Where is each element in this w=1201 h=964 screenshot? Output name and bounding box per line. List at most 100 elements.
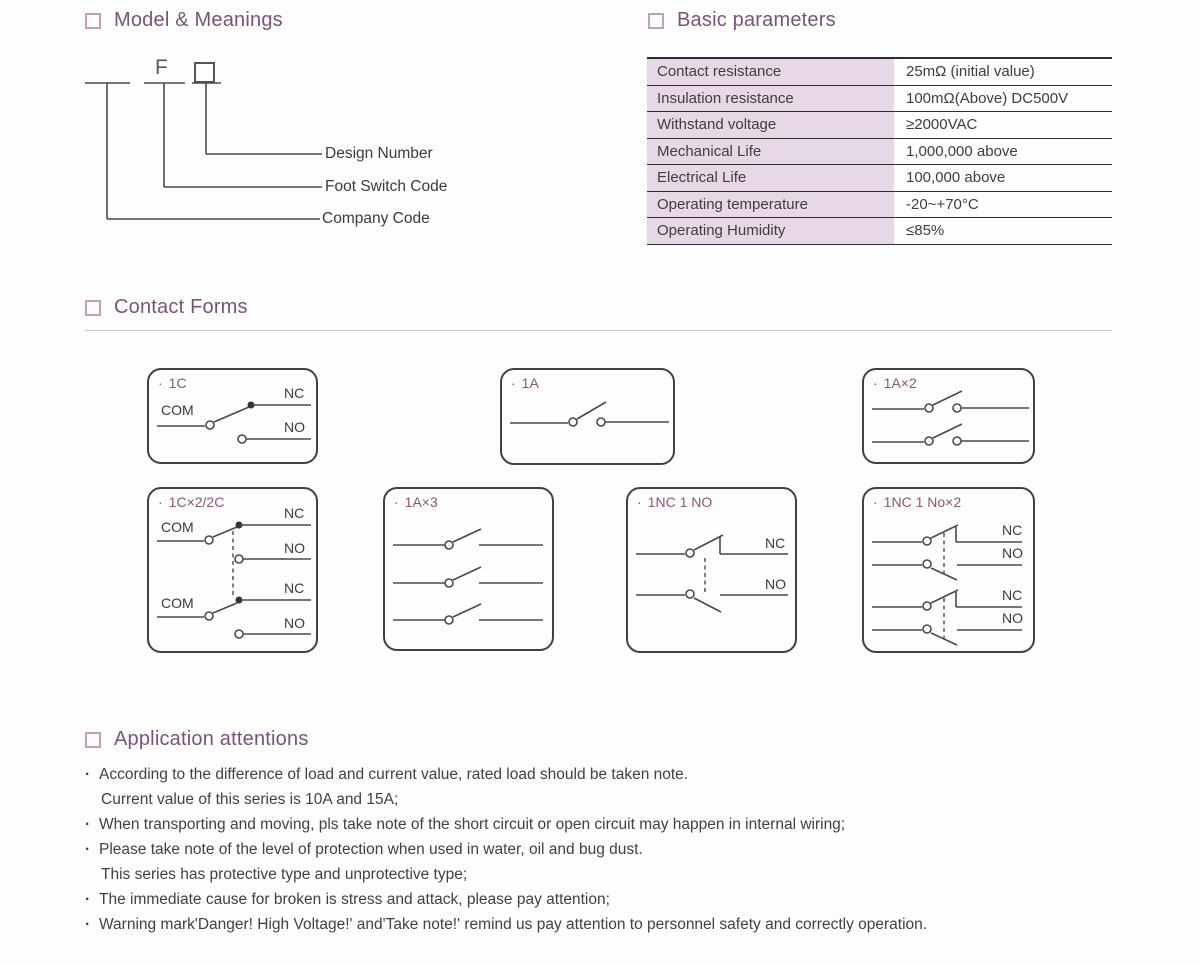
bullet-dot: · <box>85 766 91 783</box>
param-value: ≥2000VAC <box>906 116 978 134</box>
attention-item-continuation: This series has protective type and unpr… <box>85 862 1145 887</box>
param-value: ≤85% <box>906 222 945 240</box>
circuit-diagram-1a-x2 <box>872 390 1029 446</box>
terminal-no: NO <box>284 540 305 556</box>
contact-form-1c-x2-2c: · 1C×2/2C COM NC NO COM NC NO <box>147 487 318 653</box>
terminal-no: NO <box>284 419 305 435</box>
table-row: Operating temperature -20~+70°C <box>647 191 1112 218</box>
attention-item: · Please take note of the level of prote… <box>85 837 1145 862</box>
model-label-design-number: Design Number <box>325 145 433 162</box>
attention-text: This series has protective type and unpr… <box>101 866 468 883</box>
contact-form-1c: · 1C COM NC NO <box>147 368 318 464</box>
form-label: · 1A×3 <box>394 494 438 510</box>
model-label-company-code: Company Code <box>322 210 430 227</box>
section-marker-box <box>85 299 101 316</box>
attention-item: · When transporting and moving, pls take… <box>85 812 1145 837</box>
table-row: Operating Humidity ≤85% <box>647 218 1112 245</box>
circuit-diagram-1a <box>510 401 669 427</box>
bullet-dot: · <box>158 375 163 391</box>
attention-text: Warning mark'Danger! High Voltage!' and'… <box>99 916 928 933</box>
section-title-model: Model & Meanings <box>85 9 283 32</box>
bullet-dot: · <box>873 494 878 510</box>
contact-form-1nc-1no: · 1NC 1 NO NC NO <box>626 487 797 653</box>
form-name: 1NC 1 No×2 <box>883 494 962 510</box>
terminal-nc: NC <box>1002 522 1023 538</box>
section-divider <box>85 330 1112 331</box>
form-name: 1A <box>521 375 539 391</box>
section-marker-box <box>648 12 664 29</box>
circuit-diagram-1a-x3 <box>393 528 543 625</box>
bullet-dot: · <box>873 375 878 391</box>
param-name: Withstand voltage <box>647 112 894 138</box>
section-title-contact-forms: Contact Forms <box>85 296 248 319</box>
table-row: Electrical Life 100,000 above <box>647 165 1112 192</box>
form-label: · 1NC 1 No×2 <box>873 494 961 510</box>
table-row: Withstand voltage ≥2000VAC <box>647 112 1112 139</box>
section-marker-box <box>85 731 101 748</box>
attention-text: According to the difference of load and … <box>99 766 689 783</box>
circuit-diagram-1nc-1no <box>636 534 788 613</box>
terminal-com: COM <box>161 519 194 535</box>
form-name: 1C <box>168 375 187 391</box>
terminal-nc: NC <box>284 505 305 521</box>
param-name: Mechanical Life <box>647 138 894 164</box>
bullet-dot: · <box>85 891 91 908</box>
param-name: Operating Humidity <box>647 218 894 244</box>
form-name: 1C×2/2C <box>168 494 225 510</box>
application-attentions-list: · According to the difference of load an… <box>85 762 1145 937</box>
terminal-no: NO <box>1002 545 1023 561</box>
attention-text: When transporting and moving, pls take n… <box>99 816 846 833</box>
section-title-text: Application attentions <box>114 728 309 750</box>
section-marker-box <box>85 12 101 29</box>
param-value: 100,000 above <box>906 169 1006 187</box>
model-code-diagram: F Design Number Foot Switch Code Company… <box>85 55 515 240</box>
attention-text: Current value of this series is 10A and … <box>101 791 399 808</box>
model-design-number-box <box>194 62 215 83</box>
form-name: 1A×2 <box>883 375 917 391</box>
attention-item: · According to the difference of load an… <box>85 762 1145 787</box>
bullet-dot: · <box>637 494 642 510</box>
form-label: · 1A×2 <box>873 375 917 391</box>
param-value: 25mΩ (initial value) <box>906 63 1035 81</box>
bullet-dot: · <box>394 494 399 510</box>
bullet-dot: · <box>158 494 163 510</box>
section-title-text: Model & Meanings <box>114 9 283 31</box>
attention-text: The immediate cause for broken is stress… <box>99 891 610 908</box>
circuit-diagram-1c-x2-2c <box>157 521 311 639</box>
table-row: Insulation resistance 100mΩ(Above) DC500… <box>647 85 1112 112</box>
bullet-dot: · <box>511 375 516 391</box>
contact-form-1a-x2: · 1A×2 <box>862 368 1035 464</box>
param-name: Electrical Life <box>647 165 894 191</box>
bullet-dot: · <box>85 916 91 933</box>
form-label: · 1A <box>511 375 539 391</box>
section-title-basic-parameters: Basic parameters <box>648 9 836 32</box>
table-row: Contact resistance 25mΩ (initial value) <box>647 59 1112 86</box>
terminal-com: COM <box>161 402 194 418</box>
form-name: 1A×3 <box>404 494 438 510</box>
model-diagram-lines <box>85 82 322 220</box>
form-label: · 1C×2/2C <box>158 494 224 510</box>
section-title-application-attentions: Application attentions <box>85 728 309 751</box>
terminal-nc: NC <box>765 535 786 551</box>
attention-item: · Warning mark'Danger! High Voltage!' an… <box>85 912 1145 937</box>
circuit-diagram-1nc-1no-x2 <box>872 524 1022 646</box>
terminal-nc: NC <box>1002 587 1023 603</box>
param-name: Insulation resistance <box>647 85 894 111</box>
form-name: 1NC 1 NO <box>647 494 713 510</box>
form-label: · 1C <box>158 375 187 391</box>
param-name: Contact resistance <box>647 59 894 85</box>
param-name: Operating temperature <box>647 191 894 217</box>
model-code-letter: F <box>155 56 168 79</box>
form-label: · 1NC 1 NO <box>637 494 712 510</box>
bullet-dot: · <box>85 816 91 833</box>
contact-form-1nc-1no-x2: · 1NC 1 No×2 NC NO NC NO <box>862 487 1035 653</box>
section-title-text: Basic parameters <box>677 9 836 31</box>
param-value: -20~+70°C <box>906 195 979 213</box>
table-row: Mechanical Life 1,000,000 above <box>647 138 1112 165</box>
terminal-com: COM <box>161 595 194 611</box>
circuit-diagram-1c <box>157 401 311 444</box>
bullet-dot: · <box>85 841 91 858</box>
terminal-no: NO <box>765 576 786 592</box>
attention-item-continuation: Current value of this series is 10A and … <box>85 787 1145 812</box>
